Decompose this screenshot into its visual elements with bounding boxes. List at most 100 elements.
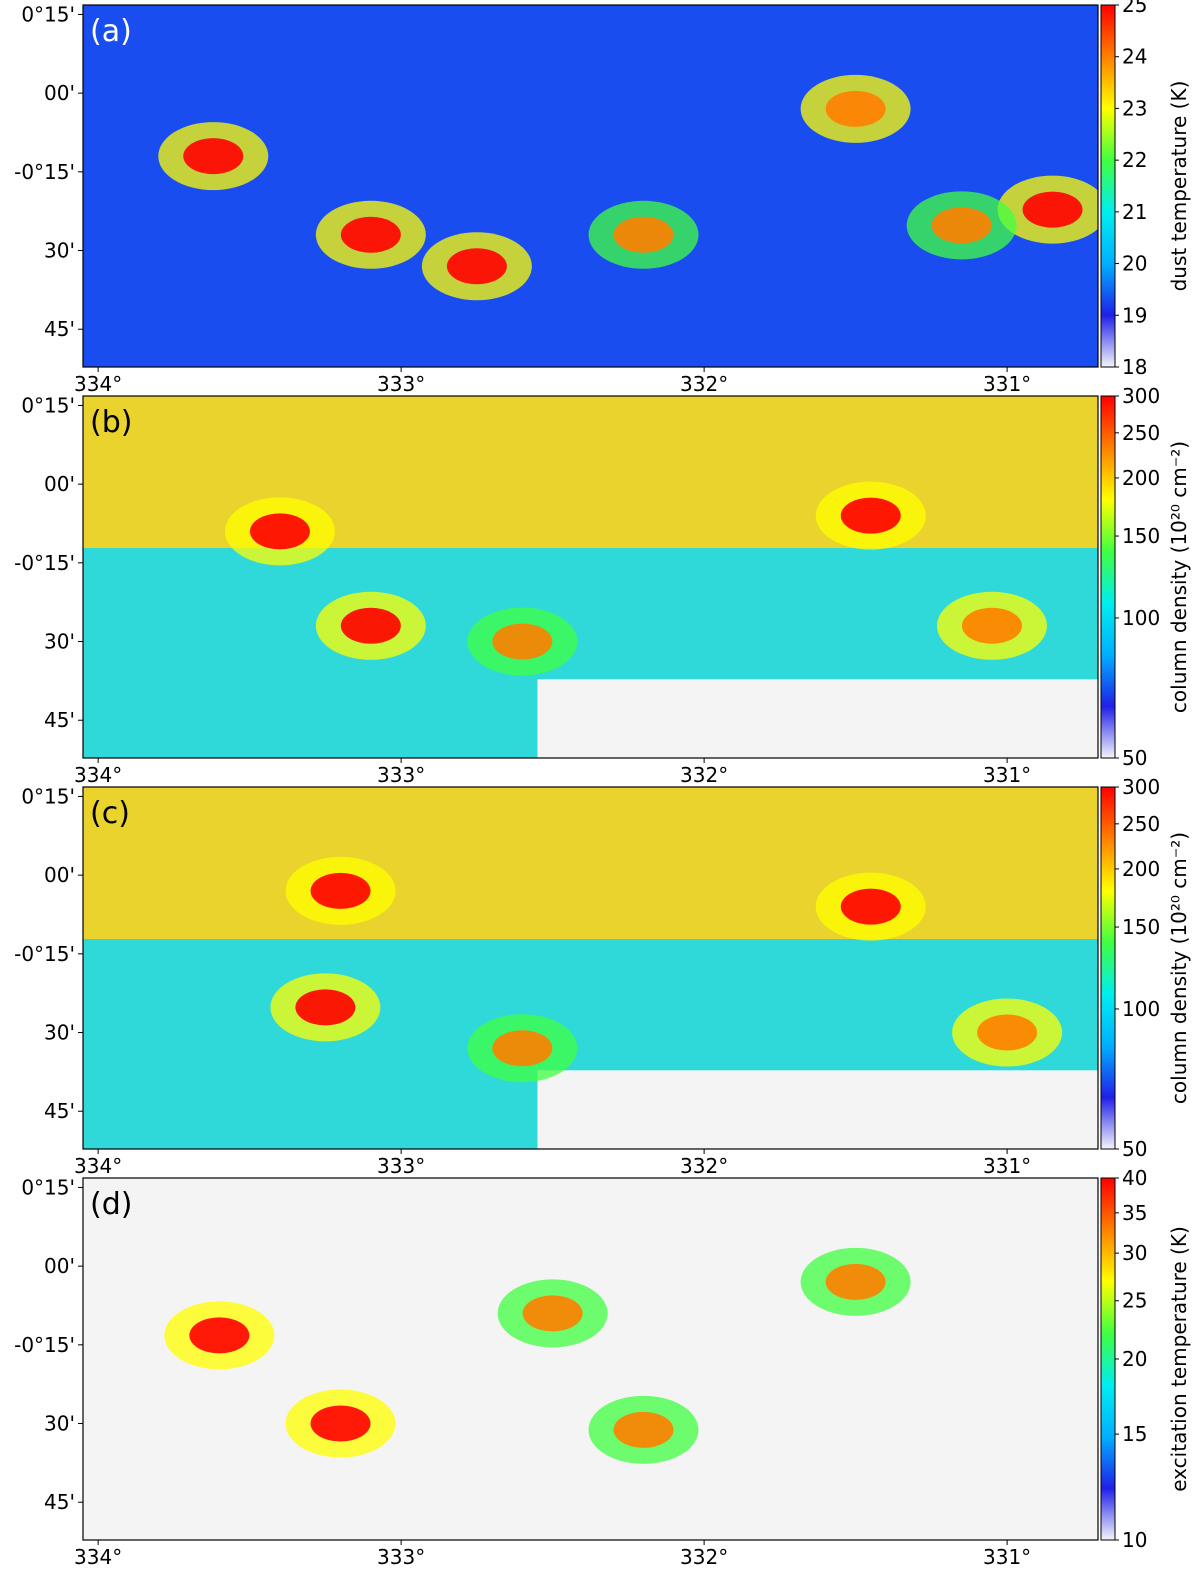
colorbar-tick-label: 200: [1122, 466, 1160, 490]
map-feature-core: [825, 90, 886, 127]
colorbar-label: column density (10²⁰ cm⁻²): [1167, 832, 1191, 1104]
y-tick-label: 45': [44, 317, 75, 341]
map-empty-region: [537, 679, 1098, 758]
colorbar-tick-label: 25: [1122, 1289, 1147, 1313]
colorbar-tick-label: 25: [1122, 0, 1147, 17]
x-tick-label: 334°: [74, 1545, 122, 1569]
y-tick-label: -0°15': [14, 942, 75, 966]
panel-label: (b): [90, 405, 132, 440]
y-tick-label: 45': [44, 1099, 75, 1123]
map-background: [83, 5, 1098, 367]
panel-a: (a) 0°15' 00' -0°15' 30' 45' 334° 333° 332° 331° 2…: [14, 0, 1191, 396]
map-feature-core: [613, 216, 674, 253]
panel-c: (c) 0°15' 00' -0°15' 30' 45' 334° 333° 332° 331° 3…: [14, 775, 1191, 1178]
map-feature-core: [310, 1405, 371, 1442]
map-feature-core: [840, 497, 901, 534]
colorbar-tick-label: 21: [1122, 200, 1147, 224]
x-tick-label: 332°: [680, 372, 728, 396]
y-tick-label: 30': [44, 1021, 75, 1045]
colorbar: [1100, 4, 1116, 368]
map-feature-core: [613, 1411, 674, 1448]
panel-label: (d): [90, 1187, 132, 1222]
colorbar: [1100, 786, 1116, 1150]
y-tick-label: 0°15': [21, 784, 75, 808]
colorbar: [1100, 1177, 1116, 1541]
map-frame: [82, 1177, 1099, 1541]
x-tick-label: 333°: [377, 1154, 425, 1178]
map-frame: [82, 395, 1099, 759]
map-feature-core: [183, 138, 244, 175]
colorbar-tick-label: 23: [1122, 96, 1147, 120]
map-feature-core: [310, 872, 371, 909]
y-tick-label: 00': [44, 863, 75, 887]
map-feature-core: [446, 248, 507, 285]
colorbar-tick-label: 20: [1122, 1347, 1147, 1371]
x-tick-label: 334°: [74, 372, 122, 396]
map-image: [83, 787, 1098, 1149]
x-tick-label: 332°: [680, 763, 728, 787]
y-tick-label: 00': [44, 81, 75, 105]
colorbar-tick-label: 10: [1122, 1528, 1147, 1552]
y-tick-label: 45': [44, 708, 75, 732]
map-feature-core: [522, 1295, 583, 1332]
y-tick-label: 45': [44, 1490, 75, 1514]
colorbar-tick-label: 300: [1122, 775, 1160, 799]
x-tick-label: 333°: [377, 372, 425, 396]
panel-d: (d) 0°15' 00' -0°15' 30' 45' 334° 333° 332° 331° 4…: [14, 1166, 1191, 1569]
map-image: [83, 396, 1098, 758]
colorbar-tick-label: 40: [1122, 1166, 1147, 1190]
colorbar-label: dust temperature (K): [1167, 81, 1191, 292]
x-tick-label: 331°: [983, 1154, 1031, 1178]
x-tick-label: 331°: [983, 763, 1031, 787]
map-feature-core: [1022, 191, 1083, 228]
map-feature-core: [492, 623, 553, 660]
y-tick-label: 0°15': [21, 2, 75, 26]
y-tick-label: 0°15': [21, 393, 75, 417]
colorbar-tick-label: 150: [1122, 915, 1160, 939]
colorbar-tick-label: 250: [1122, 812, 1160, 836]
map-feature-core: [977, 1014, 1038, 1051]
y-tick-label: 00': [44, 1254, 75, 1278]
x-tick-label: 334°: [74, 763, 122, 787]
colorbar: [1100, 395, 1116, 759]
colorbar-tick-label: 50: [1122, 746, 1147, 770]
colorbar-tick-label: 22: [1122, 148, 1147, 172]
x-tick-label: 331°: [983, 372, 1031, 396]
map-feature-core: [189, 1317, 250, 1354]
map-feature-core: [931, 207, 992, 244]
map-feature-core: [340, 216, 401, 253]
colorbar-tick-label: 20: [1122, 252, 1147, 276]
y-tick-label: 30': [44, 630, 75, 654]
y-tick-label: 30': [44, 1412, 75, 1436]
map-frame: [82, 786, 1099, 1150]
colorbar-tick-label: 35: [1122, 1201, 1147, 1225]
colorbar-tick-label: 24: [1122, 45, 1147, 69]
y-tick-label: 00': [44, 472, 75, 496]
map-feature-core: [825, 1263, 886, 1300]
x-tick-label: 333°: [377, 1545, 425, 1569]
colorbar-tick-label: 30: [1122, 1241, 1147, 1265]
map-feature-core: [340, 607, 401, 644]
map-empty-region: [537, 1070, 1098, 1149]
map-image: [83, 5, 1098, 367]
map-band: [83, 787, 1098, 940]
colorbar-tick-label: 50: [1122, 1137, 1147, 1161]
panel-b: (b) 0°15' 00' -0°15' 30' 45' 334° 333° 332° 331° 3…: [14, 384, 1191, 787]
map-image: [83, 1178, 1098, 1540]
map-feature-core: [840, 888, 901, 925]
colorbar-tick-label: 100: [1122, 606, 1160, 630]
colorbar-tick-label: 200: [1122, 857, 1160, 881]
map-feature-core: [492, 1030, 553, 1067]
y-tick-label: -0°15': [14, 160, 75, 184]
map-frame: [82, 4, 1099, 368]
x-tick-label: 331°: [983, 1545, 1031, 1569]
colorbar-tick-label: 150: [1122, 524, 1160, 548]
colorbar-label: column density (10²⁰ cm⁻²): [1167, 441, 1191, 713]
colorbar-tick-label: 100: [1122, 997, 1160, 1021]
y-tick-label: 30': [44, 239, 75, 263]
map-feature-core: [295, 989, 356, 1026]
x-tick-label: 332°: [680, 1545, 728, 1569]
colorbar-tick-label: 19: [1122, 303, 1147, 327]
y-tick-label: -0°15': [14, 1333, 75, 1357]
